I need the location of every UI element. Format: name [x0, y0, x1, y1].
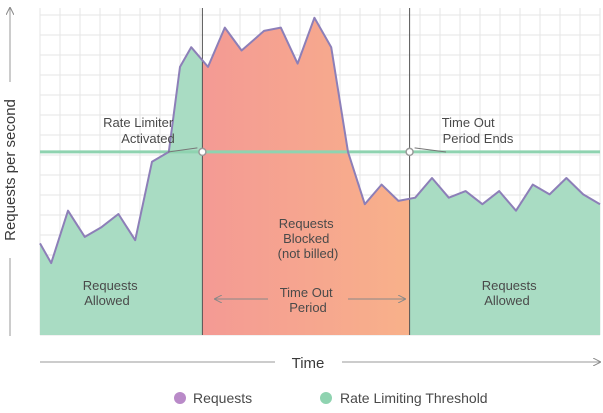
legend-requests-label: Requests: [193, 390, 252, 406]
timeout-period-line1: Time Out: [280, 285, 333, 300]
y-axis-title: Requests per second: [2, 99, 19, 241]
legend-threshold-label: Rate Limiting Threshold: [340, 390, 488, 406]
blocked-line2: Blocked: [283, 231, 329, 246]
blocked-line1: Requests: [279, 216, 334, 231]
allowed-right-line2: Allowed: [484, 293, 530, 308]
timeout-period-line2: Period: [289, 300, 327, 315]
period-ends-line1: Time Out: [442, 115, 495, 130]
area-fills: [40, 17, 600, 336]
allowed-right-label: Requests Allowed: [482, 278, 541, 308]
blocked-area: [202, 17, 410, 336]
activation-marker: [198, 147, 207, 157]
allowed-area-left: [40, 47, 203, 335]
limiter-activated-leader: [167, 147, 198, 153]
blocked-label: Requests Blocked (not billed): [278, 216, 339, 261]
legend: Requests Rate Limiting Threshold: [174, 390, 488, 406]
x-axis-title: Time: [292, 355, 325, 372]
limiter-activated-label: Rate Limiter Activated: [103, 115, 177, 146]
threshold-crossing-markers: [198, 147, 414, 157]
timeout-period-label: Time Out Period: [280, 285, 337, 315]
end-marker: [405, 147, 414, 157]
period-ends-line2: Period Ends: [443, 131, 514, 146]
allowed-left-line2: Allowed: [84, 293, 130, 308]
legend-requests-dot: [174, 392, 186, 404]
blocked-line3: (not billed): [278, 246, 339, 261]
legend-threshold-dot: [320, 392, 332, 404]
requests-series-line: [39, 16, 601, 265]
limiter-activated-line2: Activated: [121, 131, 174, 146]
period-ends-leader: [414, 147, 447, 153]
limiter-activated-line1: Rate Limiter: [103, 115, 174, 130]
allowed-left-line1: Requests: [83, 278, 138, 293]
allowed-area-right: [409, 178, 600, 335]
allowed-left-label: Requests Allowed: [83, 278, 142, 308]
phase-divider-lines: [201, 8, 411, 335]
period-ends-label: Time Out Period Ends: [442, 115, 514, 146]
allowed-right-line1: Requests: [482, 278, 537, 293]
